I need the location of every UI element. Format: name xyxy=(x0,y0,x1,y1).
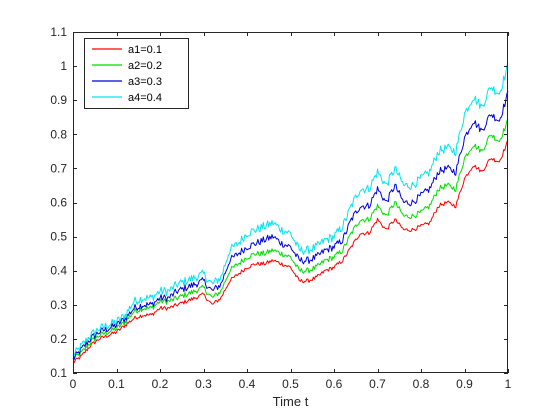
axes-frame xyxy=(73,32,508,373)
x-tick-label: 0 xyxy=(70,377,77,391)
x-tick-label: 0.2 xyxy=(152,377,169,391)
y-tick-label: 0.9 xyxy=(50,93,67,107)
y-tick-label: 0.4 xyxy=(50,264,67,278)
x-tick-label: 1 xyxy=(505,377,512,391)
legend-entry: a1=0.1 xyxy=(128,44,162,56)
series-line-a1-0-1 xyxy=(72,139,509,364)
legend: a1=0.1 a2=0.2 a3=0.3 a4=0.4 xyxy=(84,38,189,109)
legend-entry: a2=0.2 xyxy=(128,60,162,72)
x-tick-label: 0.3 xyxy=(195,377,212,391)
legend-entry: a4=0.4 xyxy=(128,92,162,104)
y-tick-label: 0.8 xyxy=(50,127,67,141)
x-tick-label: 0.9 xyxy=(456,377,473,391)
tick-layer: 0 0.1 0.2 0.3 0.4 0.5 0.6 0.7 0.8 0.9 10.10.20.30.… xyxy=(50,25,511,391)
y-tick-label: 0.7 xyxy=(50,161,67,175)
series-layer xyxy=(72,63,509,364)
x-tick-label: 0.7 xyxy=(369,377,386,391)
series-line-a4-0-4 xyxy=(72,63,509,357)
y-tick-label: 1.1 xyxy=(50,25,67,39)
x-tick-label: 0.8 xyxy=(413,377,430,391)
x-axis-label: Time t xyxy=(273,394,309,409)
y-tick-label: 1 xyxy=(60,59,67,73)
y-tick-label: 0.5 xyxy=(50,230,67,244)
x-tick-label: 0.1 xyxy=(108,377,125,391)
y-tick-label: 0.6 xyxy=(50,196,67,210)
y-tick-label: 0.3 xyxy=(50,298,67,312)
series-line-a3-0-3 xyxy=(72,90,509,361)
x-tick-label: 0.5 xyxy=(282,377,299,391)
x-tick-label: 0.4 xyxy=(239,377,256,391)
y-tick-label: 0.1 xyxy=(50,366,67,380)
legend-entry: a3=0.3 xyxy=(128,76,162,88)
y-tick-label: 0.2 xyxy=(50,332,67,346)
series-line-a2-0-2 xyxy=(72,118,509,361)
x-tick-label: 0.6 xyxy=(326,377,343,391)
